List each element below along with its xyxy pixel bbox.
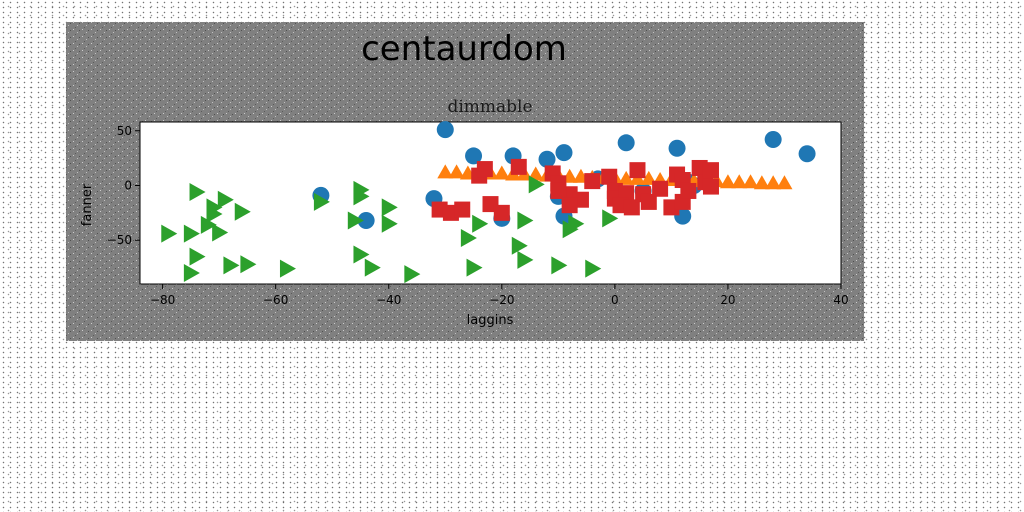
y-axis-label: fanner xyxy=(80,183,95,226)
chart-title: dimmable xyxy=(447,97,532,117)
series-4-point-25 xyxy=(652,180,669,197)
series-4-point-19 xyxy=(618,185,635,202)
series-3-point-29 xyxy=(517,211,534,230)
series-2-point-27 xyxy=(731,174,748,189)
series-3-point-14 xyxy=(279,259,296,278)
series-3-point-21 xyxy=(353,245,370,264)
series-3-point-4 xyxy=(206,204,223,223)
series-1-point-5 xyxy=(555,144,573,162)
series-3-point-8 xyxy=(183,224,200,243)
series-2-point-26 xyxy=(719,174,736,189)
series-2-point-17 xyxy=(618,170,635,185)
series-4-point-34 xyxy=(702,178,719,195)
series-2-point-30 xyxy=(765,175,782,190)
series-3-point-18 xyxy=(381,198,398,217)
x-tick-label: −60 xyxy=(263,293,288,307)
series-3-point-25 xyxy=(472,214,489,233)
series-1-point-1 xyxy=(436,121,454,139)
series-1-point-12 xyxy=(357,212,375,230)
series-4-point-14 xyxy=(561,197,578,214)
series-3-point-24 xyxy=(460,229,477,248)
series-2-point-6 xyxy=(493,165,510,180)
series-3-point-17 xyxy=(353,187,370,206)
series-3-point-2 xyxy=(217,190,234,209)
x-tick-label: −20 xyxy=(489,293,514,307)
series-2-point-28 xyxy=(742,174,759,189)
x-tick-label: 20 xyxy=(720,293,735,307)
series-4-point-13 xyxy=(550,182,567,199)
series-4-point-16 xyxy=(601,168,618,185)
series-4-point-22 xyxy=(629,162,646,179)
series-2-point-29 xyxy=(753,175,770,190)
series-2-point-9 xyxy=(527,166,544,181)
series-1-point-2 xyxy=(465,147,483,165)
x-tick-label: −80 xyxy=(150,293,175,307)
series-3-point-20 xyxy=(347,211,364,230)
series-3-point-23 xyxy=(404,265,421,284)
x-axis: −80 −60 −40 −20 0 20 40 xyxy=(150,284,849,307)
series-3-point-22 xyxy=(364,258,381,277)
series-3-point-28 xyxy=(466,258,483,277)
series-1-point-6 xyxy=(617,134,635,152)
series-3-point-35 xyxy=(602,209,619,228)
series-3-point-9 xyxy=(161,224,178,243)
x-axis-label: laggins xyxy=(467,313,514,328)
y-tick-label: −50 xyxy=(107,233,132,247)
series-4-point-7 xyxy=(476,161,493,178)
series-4-point-15 xyxy=(584,173,601,190)
x-tick-label: 40 xyxy=(833,293,848,307)
series-1-point-4 xyxy=(538,150,556,168)
series-3-point-1 xyxy=(189,183,206,202)
y-axis: −50 0 50 xyxy=(107,124,140,247)
series-3-point-6 xyxy=(200,215,217,234)
series-3-point-34 xyxy=(562,220,579,239)
series-3-point-13 xyxy=(183,264,200,283)
y-tick-label: 0 xyxy=(124,178,132,192)
series-1-point-9 xyxy=(798,145,816,163)
x-tick-label: 0 xyxy=(611,293,619,307)
series-2-point-31 xyxy=(776,175,793,190)
data-marks xyxy=(161,121,816,284)
series-3-point-31 xyxy=(551,256,568,275)
series-3-point-26 xyxy=(511,236,528,255)
series-3-point-27 xyxy=(517,250,534,269)
series-4-point-3 xyxy=(454,201,471,218)
x-tick-label: −40 xyxy=(376,293,401,307)
series-2-point-1 xyxy=(437,164,454,179)
figure-suptitle: centaurdom xyxy=(361,29,567,69)
series-2-point-2 xyxy=(448,164,465,179)
y-tick-label: 50 xyxy=(117,124,132,138)
series-4-point-21 xyxy=(623,199,640,216)
series-3-point-15 xyxy=(313,192,330,211)
series-4-point-33 xyxy=(702,162,719,179)
series-1-point-8 xyxy=(764,131,782,149)
series-3-point-10 xyxy=(189,247,206,266)
series-3-point-33 xyxy=(585,259,602,278)
series-3-point-30 xyxy=(528,175,545,194)
series-4-point-8 xyxy=(510,158,527,175)
series-4-point-24 xyxy=(640,193,657,210)
series-4-point-30 xyxy=(680,182,697,199)
series-3-point-5 xyxy=(234,202,251,221)
series-3-point-19 xyxy=(381,214,398,233)
series-1-point-7 xyxy=(668,139,686,157)
series-3-point-7 xyxy=(212,223,229,242)
series-4-point-5 xyxy=(493,204,510,221)
series-3-point-11 xyxy=(223,256,240,275)
series-3-point-12 xyxy=(240,255,257,274)
